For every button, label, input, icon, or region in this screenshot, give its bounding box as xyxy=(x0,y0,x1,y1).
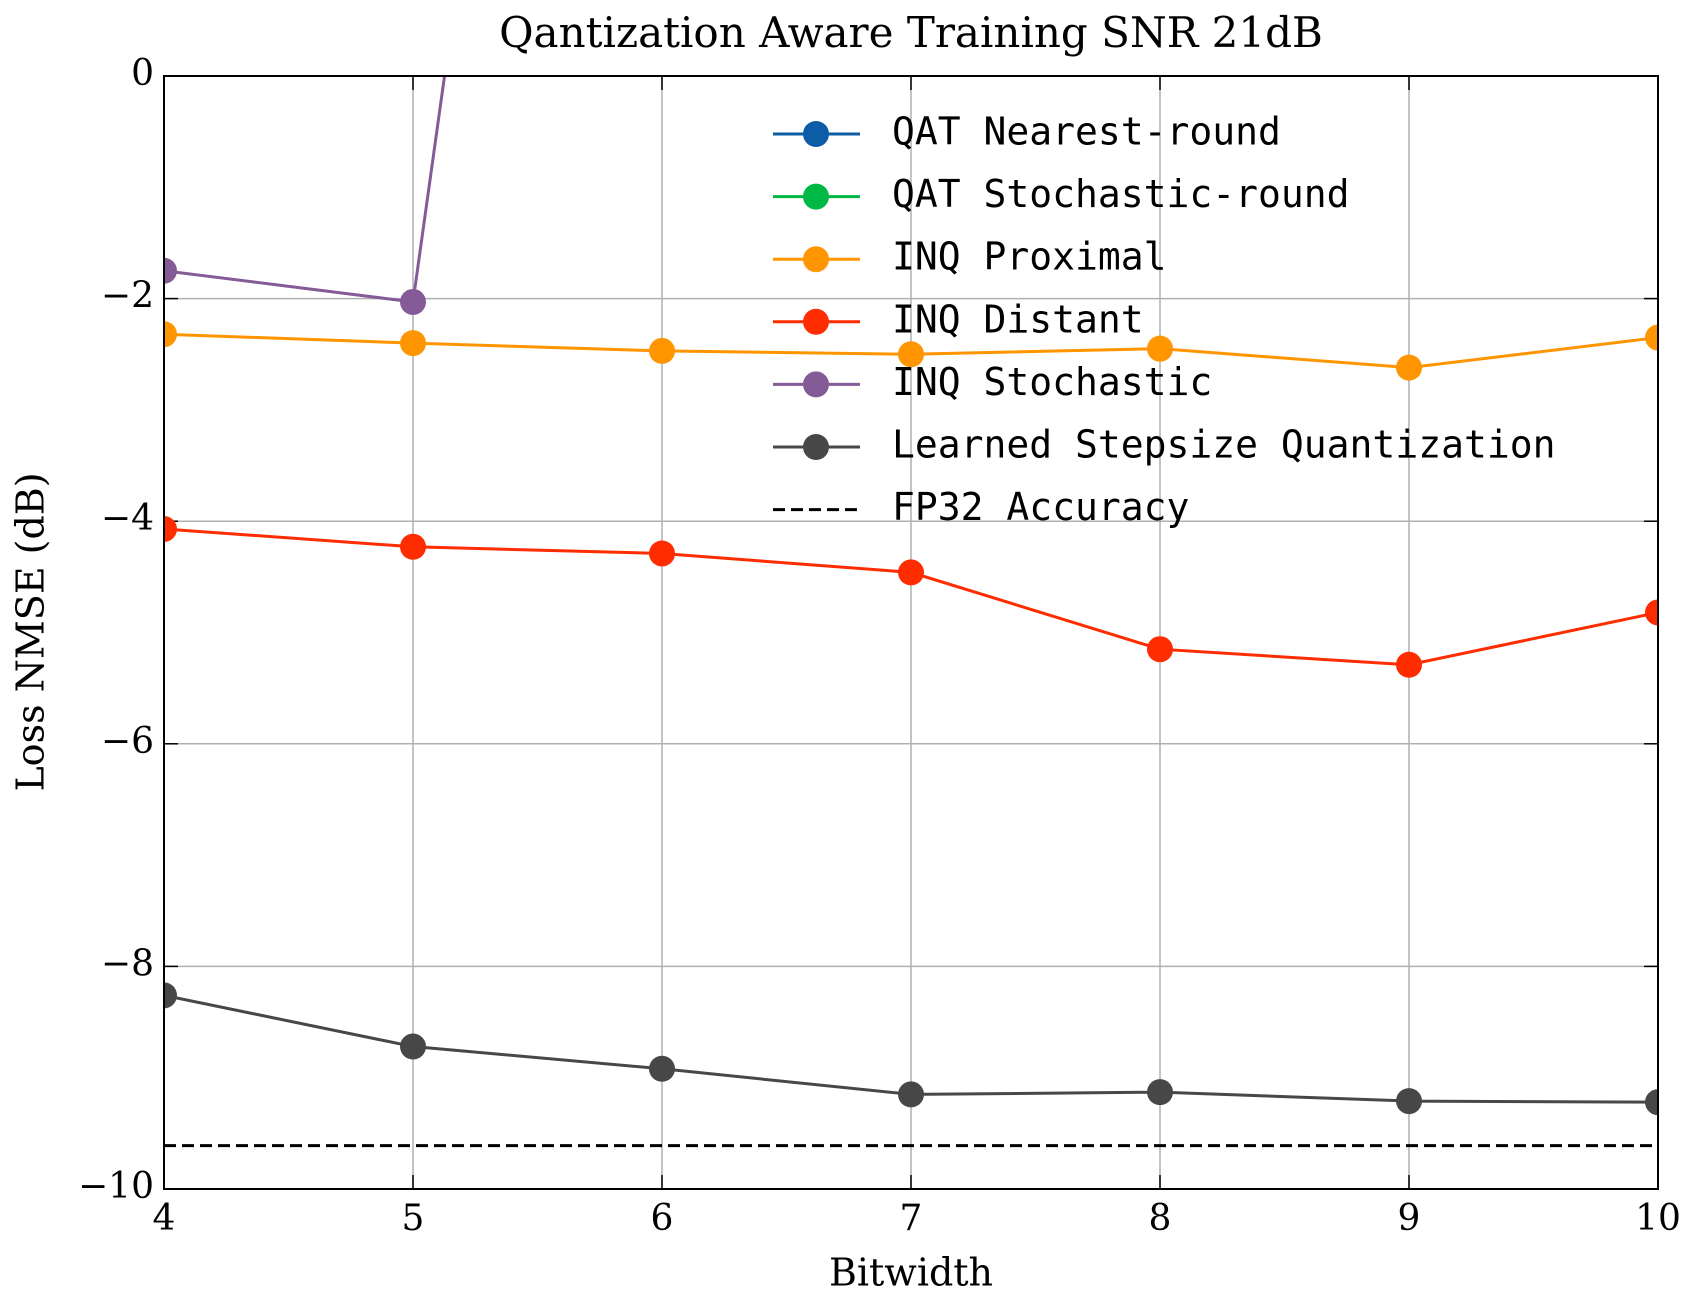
x-tick-label: 7 xyxy=(900,1198,923,1239)
legend-marker xyxy=(803,121,829,147)
legend-marker xyxy=(803,183,829,210)
data-point xyxy=(1396,354,1422,381)
data-point xyxy=(1147,335,1173,362)
data-point xyxy=(649,1055,675,1082)
data-point xyxy=(400,533,426,560)
legend-marker xyxy=(803,308,829,335)
data-point xyxy=(898,341,924,368)
data-point xyxy=(649,540,675,567)
legend-marker xyxy=(803,434,829,460)
x-tick-label: 8 xyxy=(1149,1198,1172,1239)
legend-label: FP32 Accuracy xyxy=(892,485,1189,529)
x-axis-label: Bitwidth xyxy=(829,1251,993,1295)
y-tick-label: 0 xyxy=(131,53,154,94)
legend-label: QAT Nearest-round xyxy=(892,110,1281,154)
chart-title: Qantization Aware Training SNR 21dB xyxy=(499,8,1323,57)
data-point xyxy=(1147,636,1173,663)
data-point xyxy=(898,1081,924,1108)
x-tick-label: 9 xyxy=(1398,1198,1421,1239)
legend-marker xyxy=(803,371,829,398)
data-point xyxy=(400,1033,426,1060)
data-point xyxy=(164,982,177,1009)
data-point xyxy=(1645,1089,1658,1116)
data-point xyxy=(1396,651,1422,678)
y-axis-label: Loss NMSE (dB) xyxy=(9,472,53,791)
y-tick-label: −8 xyxy=(101,943,154,984)
data-point xyxy=(649,337,675,364)
y-tick-label: −6 xyxy=(101,721,154,762)
data-point xyxy=(164,257,177,284)
legend-label: INQ Distant xyxy=(892,297,1144,341)
data-point xyxy=(1645,599,1658,626)
data-point xyxy=(400,288,426,315)
legend-label: INQ Stochastic xyxy=(892,360,1212,404)
plot-area xyxy=(164,76,1658,1148)
x-tick-label: 4 xyxy=(153,1198,176,1239)
data-point xyxy=(1645,324,1658,351)
plot-frame xyxy=(163,75,1659,1190)
legend-label: INQ Proximal xyxy=(892,235,1167,279)
y-tick-label: −4 xyxy=(101,498,154,539)
y-tick-label: −2 xyxy=(101,276,154,317)
data-point xyxy=(1396,1088,1422,1115)
data-point xyxy=(400,330,426,357)
data-point xyxy=(1147,1079,1173,1106)
data-point xyxy=(164,321,177,348)
legend-label: Learned Stepsize Quantization xyxy=(892,423,1555,467)
data-point xyxy=(898,559,924,586)
x-tick-label: 5 xyxy=(402,1198,425,1239)
x-tick-label: 10 xyxy=(1635,1198,1681,1239)
legend-marker xyxy=(803,246,829,273)
x-tick-label: 6 xyxy=(651,1198,674,1239)
y-tick-label: −10 xyxy=(78,1166,154,1207)
legend-label: QAT Stochastic-round xyxy=(892,172,1350,216)
data-point xyxy=(164,515,177,542)
